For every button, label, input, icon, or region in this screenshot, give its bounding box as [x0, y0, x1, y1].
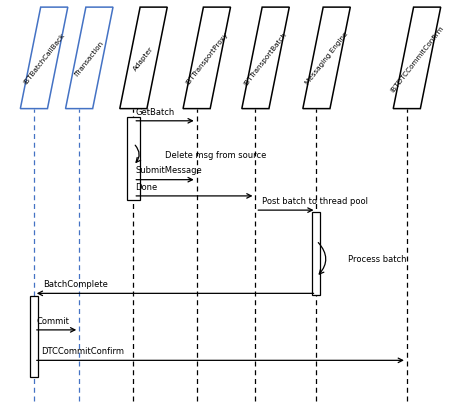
- Text: BatchComplete: BatchComplete: [43, 279, 108, 288]
- Text: Process batch: Process batch: [347, 255, 405, 264]
- Text: IBTBatchCallBack: IBTBatchCallBack: [22, 32, 66, 85]
- Text: Delete msg from source: Delete msg from source: [165, 150, 266, 160]
- Text: IBTDTCCommitConfirm: IBTDTCCommitConfirm: [388, 24, 444, 93]
- FancyArrowPatch shape: [135, 146, 140, 163]
- Text: Messaging Engine: Messaging Engine: [304, 31, 348, 86]
- Text: IBTTransportBatch: IBTTransportBatch: [242, 31, 288, 86]
- FancyArrowPatch shape: [318, 243, 325, 274]
- Bar: [312, 212, 320, 296]
- Text: Adapter: Adapter: [132, 45, 154, 72]
- Text: Done: Done: [135, 182, 157, 191]
- Text: IBTTransportProxy: IBTTransportProxy: [184, 31, 229, 86]
- Bar: [127, 117, 139, 200]
- Bar: [30, 296, 38, 377]
- Text: GetBatch: GetBatch: [135, 107, 175, 116]
- Text: DTCCommitConfirm: DTCCommitConfirm: [41, 346, 124, 355]
- Text: Post batch to thread pool: Post batch to thread pool: [262, 196, 368, 205]
- Text: SubmitMessage: SubmitMessage: [135, 166, 202, 175]
- Text: Commit: Commit: [36, 316, 69, 325]
- Text: ITransaction: ITransaction: [74, 40, 105, 77]
